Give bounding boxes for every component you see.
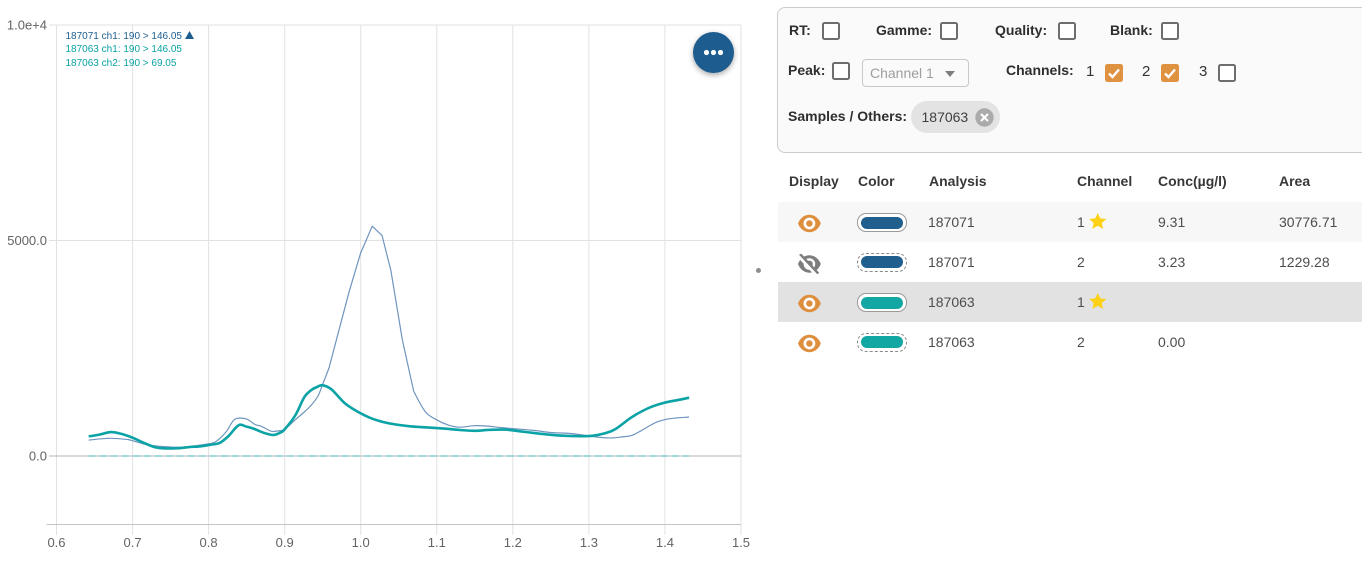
svg-text:0.0: 0.0 bbox=[29, 449, 47, 464]
svg-text:1.0: 1.0 bbox=[352, 535, 370, 550]
svg-text:5000.0: 5000.0 bbox=[7, 233, 47, 248]
svg-text:0.7: 0.7 bbox=[124, 535, 142, 550]
svg-text:1.3: 1.3 bbox=[580, 535, 598, 550]
svg-text:0.6: 0.6 bbox=[47, 535, 65, 550]
svg-text:1.2: 1.2 bbox=[504, 535, 522, 550]
svg-text:1.0e+4: 1.0e+4 bbox=[7, 18, 47, 33]
svg-text:0.9: 0.9 bbox=[276, 535, 294, 550]
svg-text:1.4: 1.4 bbox=[656, 535, 674, 550]
svg-text:1.5: 1.5 bbox=[732, 535, 750, 550]
svg-text:1.1: 1.1 bbox=[428, 535, 446, 550]
svg-text:0.8: 0.8 bbox=[200, 535, 218, 550]
